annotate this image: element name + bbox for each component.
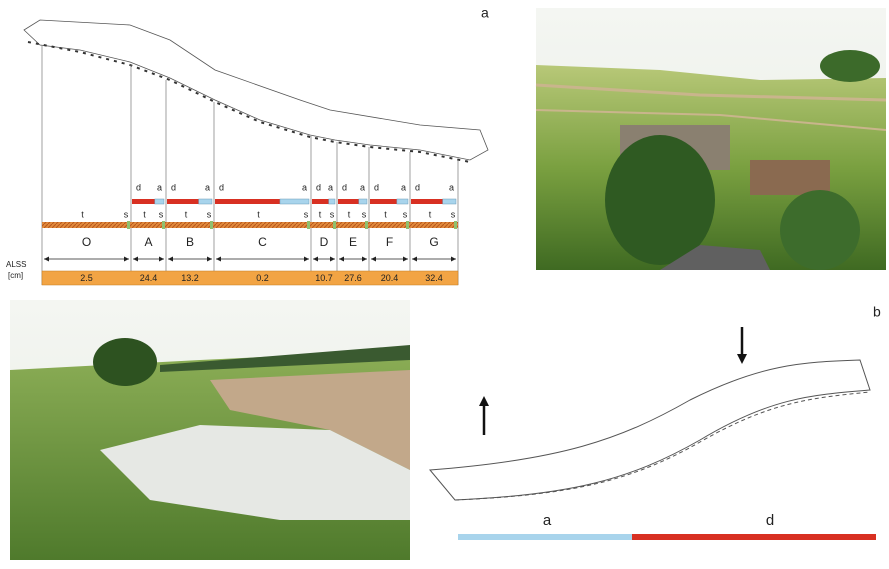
zone-letter: a xyxy=(360,182,365,192)
zone-letter: d xyxy=(136,182,141,192)
slope-block xyxy=(430,360,870,500)
alss-value: 32.4 xyxy=(425,273,443,283)
depletion-bar xyxy=(370,199,397,204)
figure: a ALSS [cm] tsO2.5datsA24.4datsB13.2dats… xyxy=(0,0,889,564)
segment-name: O xyxy=(82,235,91,249)
zone-letter: a xyxy=(328,182,333,192)
accumulation-bar xyxy=(199,199,212,204)
zone-letter: t xyxy=(348,209,351,219)
zone-letter: t xyxy=(319,209,322,219)
segment-name: F xyxy=(386,235,393,249)
alss-value: 13.2 xyxy=(181,273,199,283)
zone-letter: s xyxy=(124,209,129,219)
zone-letter: t xyxy=(143,209,146,219)
soil-bar xyxy=(42,222,458,228)
zone-letter: s xyxy=(207,209,212,219)
bar-label: a xyxy=(543,512,552,529)
seam-mark xyxy=(162,221,165,229)
zone-letter: s xyxy=(304,209,309,219)
seam-mark xyxy=(333,221,336,229)
accumulation-bar xyxy=(443,199,456,204)
accumulation-bar xyxy=(329,199,335,204)
zone-letter: s xyxy=(159,209,164,219)
row-label: [cm] xyxy=(8,271,23,280)
segment-name: G xyxy=(429,235,438,249)
seam-mark xyxy=(307,221,310,229)
zone-letter: a xyxy=(401,182,406,192)
depletion-bar xyxy=(338,199,359,204)
alss-value: 24.4 xyxy=(140,273,158,283)
zone-letter: d xyxy=(342,182,347,192)
segment-name: C xyxy=(258,235,267,249)
zone-letter: d xyxy=(316,182,321,192)
arrow-up-head xyxy=(479,396,489,406)
depletion-bar xyxy=(312,199,329,204)
zone-letter: d xyxy=(219,182,224,192)
seam-mark xyxy=(127,221,130,229)
row-label: ALSS xyxy=(6,260,26,269)
zone-letter: d xyxy=(374,182,379,192)
zone-letter: t xyxy=(384,209,387,219)
zone-letter: a xyxy=(449,182,454,192)
zone-letter: s xyxy=(330,209,335,219)
zone-letter: a xyxy=(205,182,210,192)
accumulation-bar xyxy=(458,534,632,540)
zone-letter: t xyxy=(81,209,84,219)
arrow-down-head xyxy=(737,354,747,364)
seam-mark xyxy=(365,221,368,229)
depletion-bar xyxy=(411,199,443,204)
zone-letter: t xyxy=(257,209,260,219)
accumulation-bar xyxy=(280,199,309,204)
seam-mark xyxy=(454,221,457,229)
segment-name: D xyxy=(320,235,329,249)
depletion-bar xyxy=(632,534,876,540)
seam-mark xyxy=(406,221,409,229)
zone-letter: a xyxy=(302,182,307,192)
accumulation-bar xyxy=(155,199,164,204)
field-photo xyxy=(10,300,410,560)
depletion-bar xyxy=(167,199,199,204)
alss-value: 0.2 xyxy=(256,273,269,283)
alss-value: 27.6 xyxy=(344,273,362,283)
alss-value: 10.7 xyxy=(315,273,333,283)
alss-value: 2.5 xyxy=(80,273,93,283)
zone-letter: a xyxy=(157,182,162,192)
depletion-bar xyxy=(215,199,280,204)
zone-letter: s xyxy=(403,209,408,219)
bar-label: d xyxy=(766,512,774,529)
slope-profile xyxy=(24,20,488,160)
panel-label: b xyxy=(873,304,881,320)
segment-name: E xyxy=(349,235,357,249)
alss-value: 20.4 xyxy=(381,273,399,283)
accumulation-bar xyxy=(397,199,408,204)
zone-letter: t xyxy=(185,209,188,219)
seam-mark xyxy=(210,221,213,229)
depletion-bar xyxy=(132,199,155,204)
zone-letter: d xyxy=(415,182,420,192)
zone-letter: s xyxy=(451,209,456,219)
segment-name: A xyxy=(144,235,152,249)
zone-letter: d xyxy=(171,182,176,192)
panel-label: a xyxy=(481,5,489,21)
landscape-photo xyxy=(536,8,886,270)
zone-letter: s xyxy=(362,209,367,219)
accumulation-bar xyxy=(359,199,367,204)
segment-name: B xyxy=(186,235,194,249)
zone-letter: t xyxy=(429,209,432,219)
